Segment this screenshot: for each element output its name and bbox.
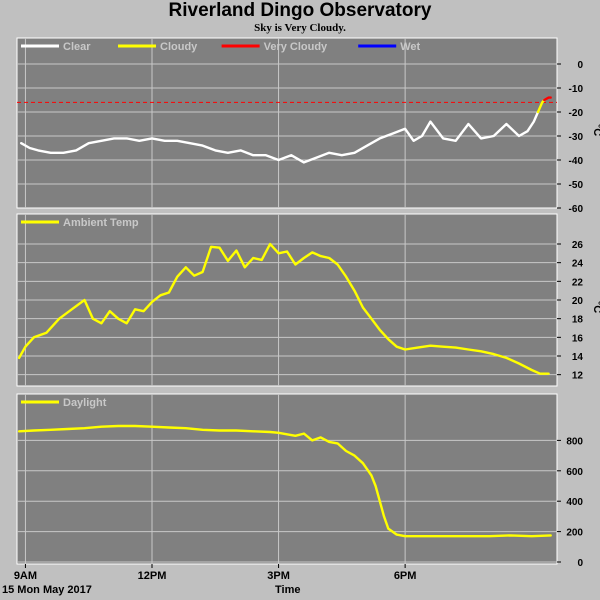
- x-tick-label: 3PM: [267, 570, 290, 582]
- legend-label-wet: Wet: [400, 41, 420, 53]
- legend-label-cloudy: Cloudy: [160, 41, 198, 53]
- panel-1-plot-area: [16, 37, 558, 209]
- panel-1-y-tick-label: -20: [569, 108, 584, 119]
- page-title: Riverland Dingo Observatory: [168, 0, 432, 21]
- panel-1-y-tick-label: -10: [569, 84, 584, 95]
- panel-3-y-tick-label: 200: [566, 528, 583, 539]
- panel-3-plot-area: [16, 393, 558, 565]
- panel-1-y-tick-label: -60: [569, 204, 584, 215]
- legend-label-daylight: Daylight: [63, 397, 107, 409]
- panel-2-y-tick-label: 16: [572, 333, 584, 344]
- panel-2-y-tick-label: 20: [572, 296, 584, 307]
- panel-3-y-tick-label: 400: [566, 497, 583, 508]
- legend-label-ambient-temp: Ambient Temp: [63, 217, 139, 229]
- panel-2-y-tick-label: 12: [572, 371, 584, 382]
- x-tick-label: 6PM: [394, 570, 417, 582]
- panel-2-y-tick-label: 26: [572, 240, 584, 251]
- panel-1-y-tick-label: -40: [569, 156, 584, 167]
- panel-1-y-tick-label: -50: [569, 180, 584, 191]
- panel-1-y-tick-label: 0: [577, 60, 583, 71]
- panel-1-y-axis-label: °C: [591, 124, 600, 136]
- series-very-cloudy-line: [543, 96, 552, 102]
- panel-3-y-tick-label: 0: [577, 558, 583, 569]
- legend-label-very-cloudy: Very Cloudy: [264, 41, 328, 53]
- x-tick-label: 9AM: [14, 570, 37, 582]
- panel-2-y-tick-label: 24: [572, 259, 584, 270]
- panel-3-y-tick-label: 600: [566, 467, 583, 478]
- panel-2-y-tick-label: 14: [572, 352, 584, 363]
- panel-2-y-axis-label: °C: [591, 301, 600, 313]
- series-ambient-temp-line: [17, 242, 550, 375]
- panel-2-y-tick-label: 22: [572, 277, 584, 288]
- date-label: 15 Mon May 2017: [2, 584, 92, 596]
- panel-3-y-tick-label: 800: [566, 436, 583, 447]
- series-clear-line: [20, 110, 540, 164]
- panel-1-y-tick-label: -30: [569, 132, 584, 143]
- x-axis-label: Time: [275, 584, 301, 596]
- series-daylight-line: [17, 424, 552, 538]
- sky-status: Sky is Very Cloudy.: [254, 22, 346, 34]
- legend-label-clear: Clear: [63, 41, 91, 53]
- x-tick-label: 12PM: [138, 570, 167, 582]
- panel-2-y-tick-label: 18: [572, 315, 584, 326]
